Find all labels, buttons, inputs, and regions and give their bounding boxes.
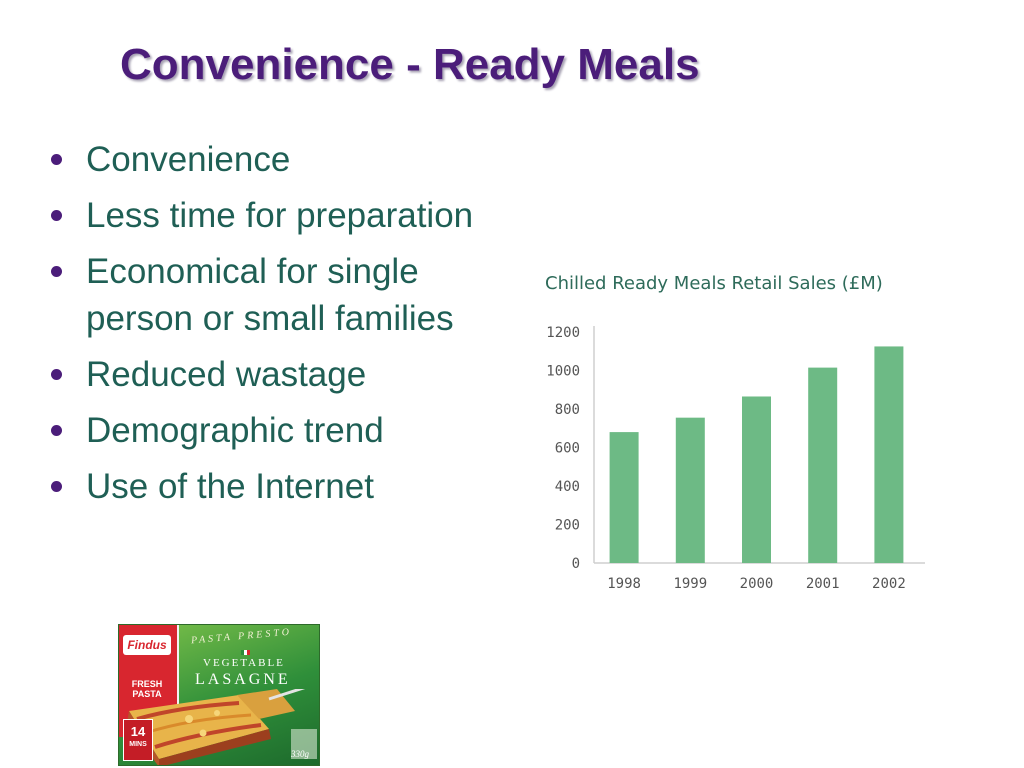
chart-title: Chilled Ready Meals Retail Sales (£M) xyxy=(545,273,883,294)
findus-logo: Findus xyxy=(123,635,171,655)
cooking-time-badge: 14 MINS xyxy=(123,719,153,761)
bullet-dot-icon xyxy=(51,210,62,221)
pack-product-line1: VEGETABLE xyxy=(203,657,285,669)
bullet-text: Use of the Internet xyxy=(86,467,374,506)
y-tick-label: 1000 xyxy=(546,364,580,380)
x-axis-labels: 1998 1999 2000 2001 2002 xyxy=(607,576,906,592)
bullet-text: Economical for single person or small fa… xyxy=(86,252,454,338)
x-tick-label: 2000 xyxy=(740,576,774,592)
x-tick-label: 1999 xyxy=(673,576,707,592)
y-tick-label: 0 xyxy=(572,556,580,572)
y-tick-label: 200 xyxy=(555,518,580,534)
bullet-dot-icon xyxy=(51,425,62,436)
bar-2002 xyxy=(874,346,904,563)
bullet-item: Economical for single person or small fa… xyxy=(48,248,488,342)
y-tick-label: 1200 xyxy=(546,325,580,341)
bullet-item: Convenience xyxy=(48,136,488,183)
y-tick-label: 800 xyxy=(555,402,580,418)
bullet-text: Convenience xyxy=(86,140,291,179)
pack-product-line2: LASAGNE xyxy=(195,671,291,688)
cooking-time-unit: MINS xyxy=(129,741,147,748)
bars xyxy=(609,346,904,563)
y-tick-label: 600 xyxy=(555,441,580,457)
bar-2001 xyxy=(808,367,838,563)
bar-1999 xyxy=(675,417,705,563)
fresh-pasta-line2: PASTA xyxy=(132,689,162,699)
bullet-dot-icon xyxy=(51,266,62,277)
pack-weight: 330g xyxy=(291,749,309,759)
italian-flag-icon xyxy=(241,650,250,655)
bullet-item: Reduced wastage xyxy=(48,351,488,398)
fresh-pasta-tag: FRESH PASTA xyxy=(121,679,173,699)
bar-2000 xyxy=(742,396,771,563)
cooking-time-number: 14 xyxy=(130,724,146,739)
bar-1998 xyxy=(609,432,639,563)
bullet-dot-icon xyxy=(51,154,62,165)
bullet-dot-icon xyxy=(51,481,62,492)
y-axis-ticks: 0 200 400 600 800 1000 1200 xyxy=(546,325,580,572)
bullet-item: Less time for preparation xyxy=(48,192,488,239)
bullet-dot-icon xyxy=(51,369,62,380)
bullet-text: Demographic trend xyxy=(86,411,384,450)
bullet-text: Less time for preparation xyxy=(86,196,474,235)
pack-range-name: PASTA PRESTO xyxy=(190,626,293,647)
bullet-item: Use of the Internet xyxy=(48,463,488,510)
slide-title: Convenience - Ready Meals xyxy=(120,40,700,89)
sales-bar-chart: Chilled Ready Meals Retail Sales (£M) 0 2… xyxy=(545,273,925,592)
bullet-list: Convenience Less time for preparation Ec… xyxy=(48,136,488,519)
lasagne-product-image: Findus FRESH PASTA PASTA PRESTO VEGETABL… xyxy=(118,624,320,766)
y-tick-label: 400 xyxy=(555,479,580,495)
fresh-pasta-line1: FRESH xyxy=(131,679,163,689)
bullet-text: Reduced wastage xyxy=(86,355,367,394)
bullet-item: Demographic trend xyxy=(48,407,488,454)
x-tick-label: 1998 xyxy=(607,576,641,592)
x-tick-label: 2002 xyxy=(872,576,906,592)
x-tick-label: 2001 xyxy=(806,576,840,592)
